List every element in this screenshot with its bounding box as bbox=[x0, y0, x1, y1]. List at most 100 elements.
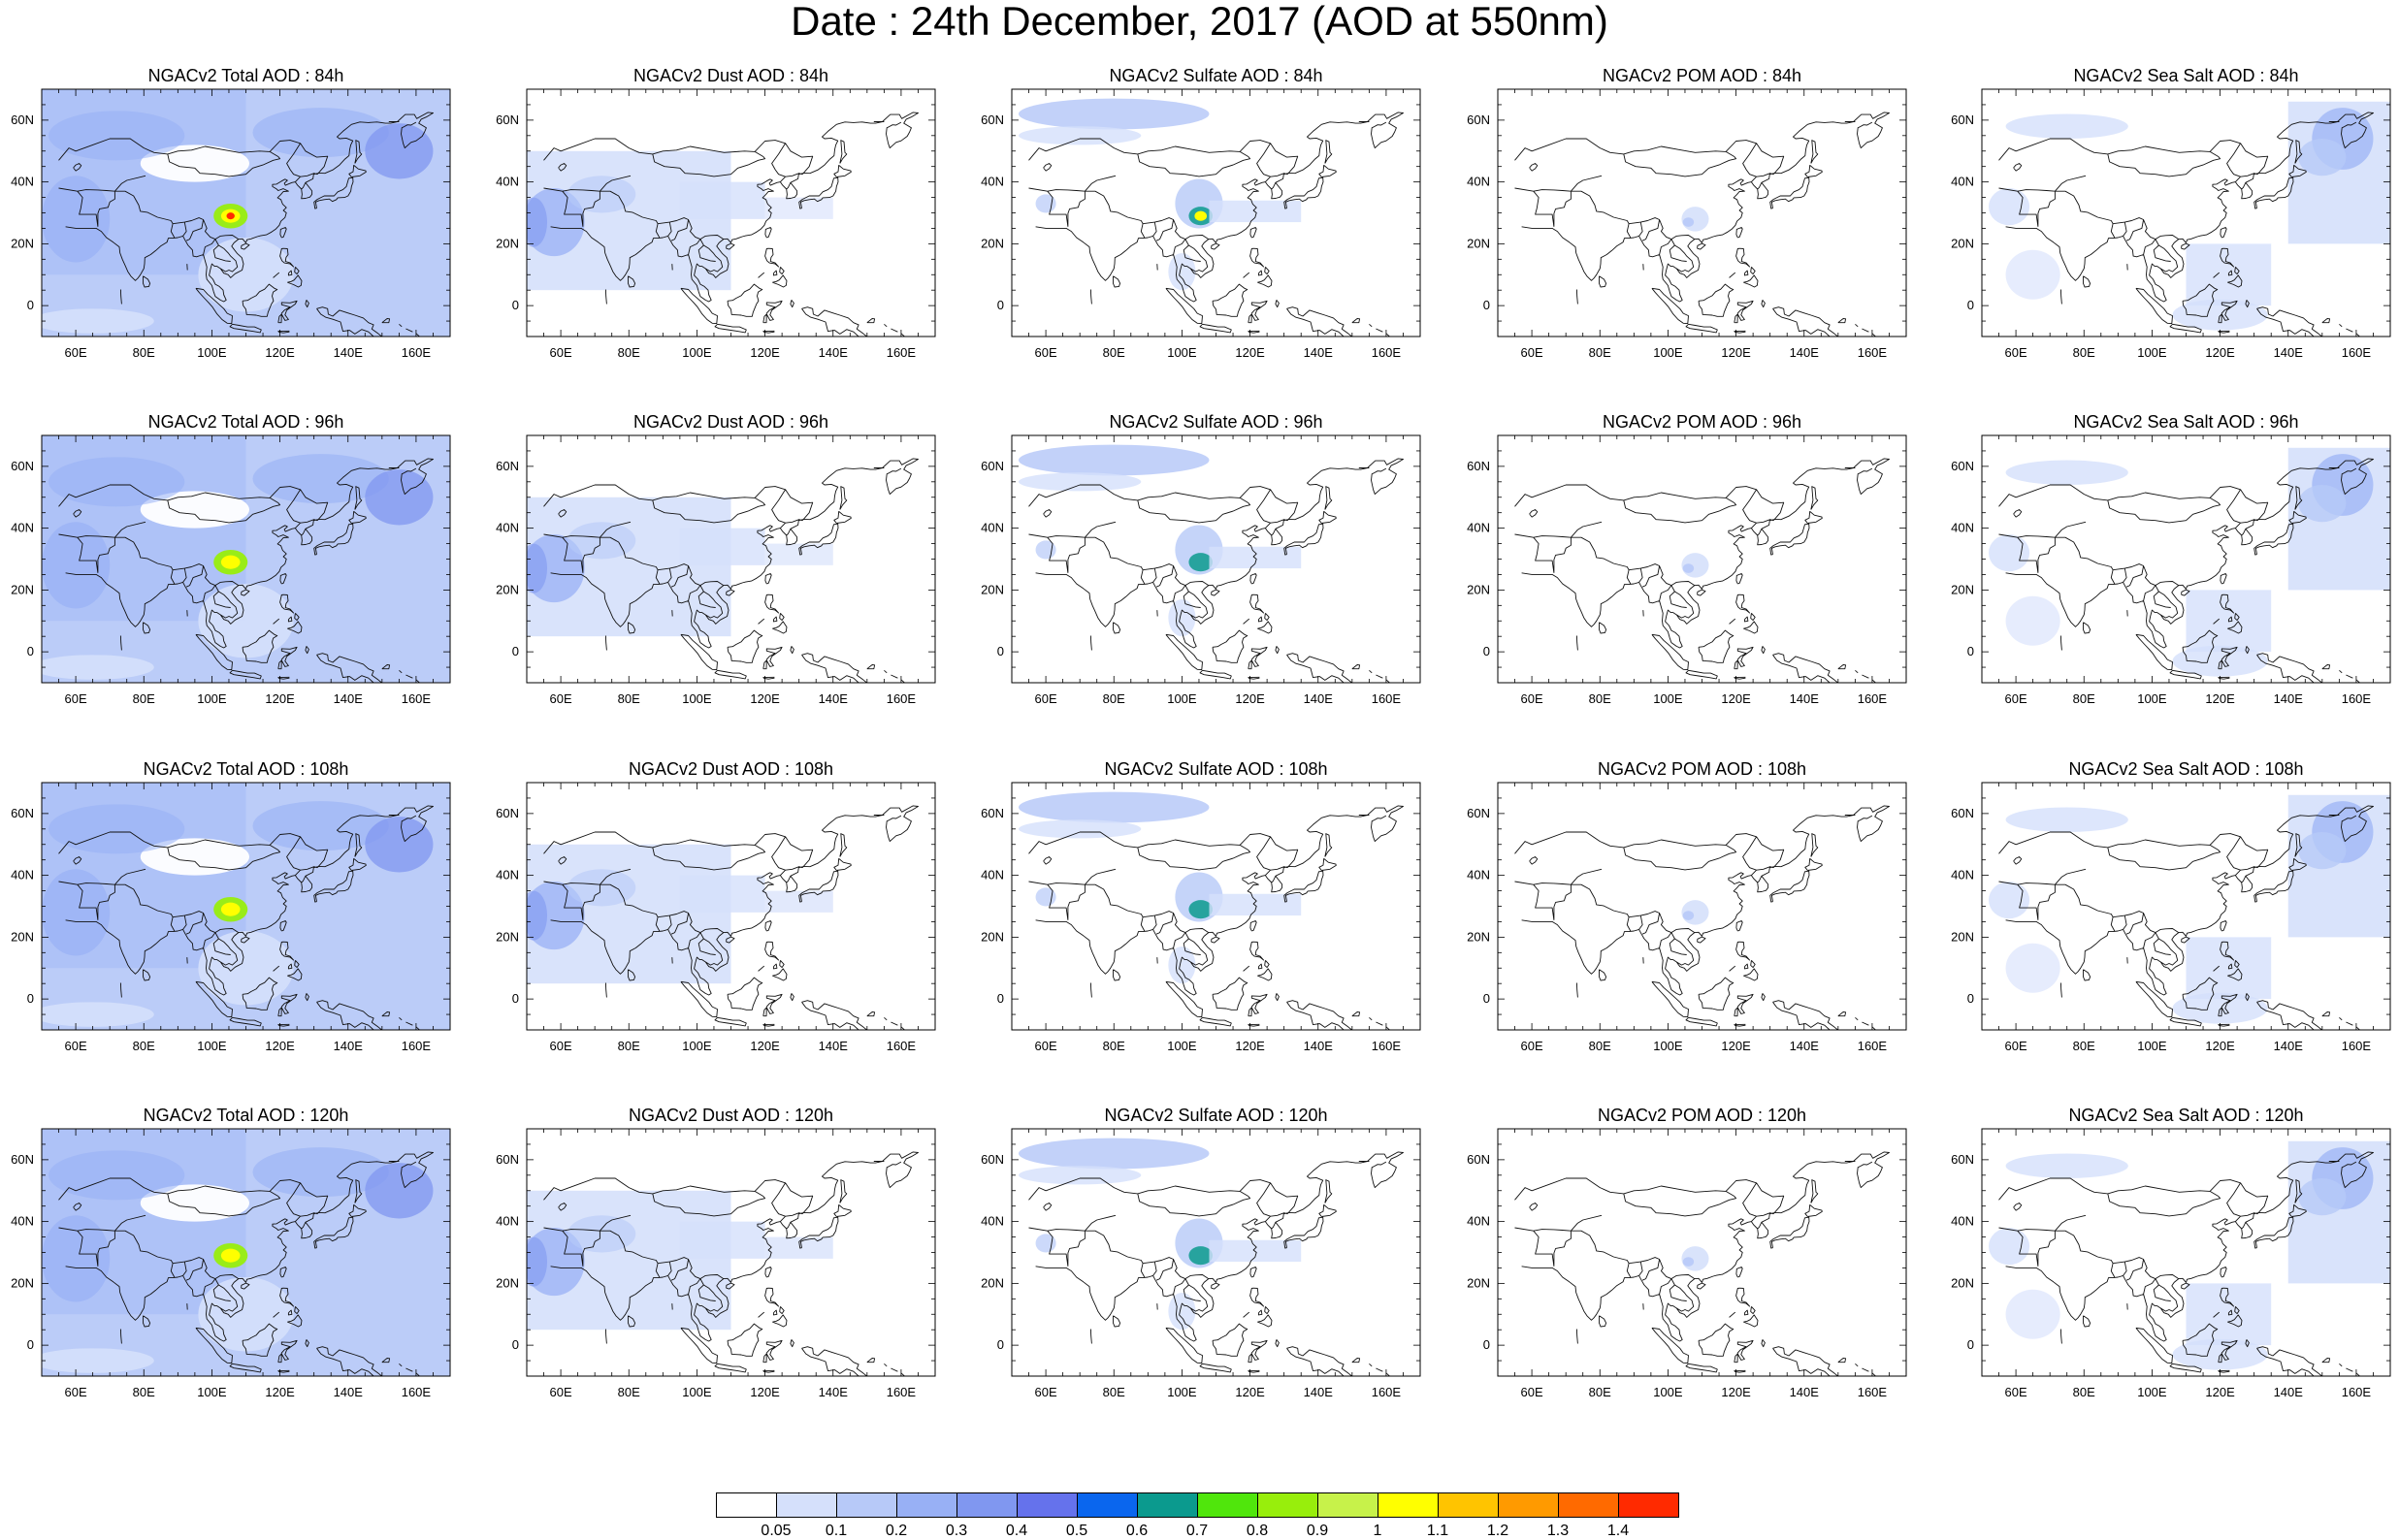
x-tick-label: 120E bbox=[750, 345, 780, 360]
x-tick-label: 80E bbox=[1589, 345, 1611, 360]
colorbar-label: 0.8 bbox=[1246, 1523, 1269, 1539]
aod-patch bbox=[567, 1215, 636, 1253]
colorbar-swatch bbox=[896, 1492, 957, 1518]
y-tick-label: 0 bbox=[1967, 298, 1974, 312]
x-tick-label: 60E bbox=[65, 1039, 87, 1053]
aod-patch bbox=[227, 559, 235, 565]
y-tick-label: 20N bbox=[1951, 929, 1974, 944]
panel-title: NGACv2 Sea Salt AOD : 120h bbox=[2068, 1106, 2304, 1125]
y-tick-label: 20N bbox=[496, 236, 519, 250]
aod-patch bbox=[1188, 900, 1213, 919]
x-tick-label: 120E bbox=[1721, 691, 1751, 706]
x-tick-label: 120E bbox=[1721, 1385, 1751, 1399]
colorbar-swatch bbox=[1077, 1492, 1138, 1518]
x-tick-label: 140E bbox=[819, 1385, 849, 1399]
colorbar-swatch bbox=[1558, 1492, 1619, 1518]
aod-patch bbox=[527, 197, 548, 247]
x-tick-label: 140E bbox=[334, 345, 364, 360]
aod-patch bbox=[2005, 249, 2060, 300]
x-tick-label: 80E bbox=[618, 691, 640, 706]
map-canvas: 60E 80E 100E 120E 140E 160E 60N 40N 20N 0 bbox=[496, 88, 936, 360]
map-canvas: 60E 80E 100E 120E 140E 160E 60N 40N 20N 0 bbox=[981, 88, 1421, 360]
map-canvas: 60E 80E 100E 120E 140E 160E 60N 40N 20N 0 bbox=[11, 434, 451, 706]
aod-patch bbox=[2005, 1289, 2060, 1339]
x-tick-label: 60E bbox=[1521, 345, 1543, 360]
y-tick-label: 40N bbox=[981, 1214, 1004, 1229]
aod-patch bbox=[42, 1215, 111, 1302]
y-tick-label: 40N bbox=[496, 175, 519, 189]
aod-patch bbox=[42, 308, 154, 334]
coastline-borders bbox=[1514, 112, 1890, 337]
aod-patch bbox=[527, 1236, 548, 1287]
y-tick-label: 0 bbox=[997, 991, 1004, 1006]
panel-title: NGACv2 Dust AOD : 96h bbox=[632, 412, 829, 432]
colorbar-label: 1 bbox=[1373, 1523, 1382, 1539]
map-canvas: 60E 80E 100E 120E 140E 160E 60N 40N 20N 0 bbox=[1951, 88, 2391, 360]
x-tick-label: 100E bbox=[1167, 345, 1197, 360]
y-tick-label: 20N bbox=[1467, 1275, 1490, 1290]
x-tick-label: 100E bbox=[1653, 691, 1683, 706]
y-tick-label: 20N bbox=[11, 236, 34, 250]
aod-patch bbox=[252, 1147, 389, 1198]
x-tick-label: 160E bbox=[1858, 691, 1888, 706]
panel-title: NGACv2 Dust AOD : 84h bbox=[632, 66, 829, 85]
aod-patch bbox=[1194, 558, 1207, 567]
aod-field bbox=[42, 783, 450, 1030]
coastline-borders bbox=[543, 112, 919, 337]
x-tick-label: 140E bbox=[819, 691, 849, 706]
aod-patch bbox=[1194, 210, 1208, 221]
aod-field bbox=[42, 89, 450, 337]
aod-field bbox=[1019, 791, 1302, 984]
y-tick-label: 40N bbox=[11, 868, 34, 882]
panel-title: NGACv2 Sea Salt AOD : 96h bbox=[2073, 412, 2299, 432]
x-tick-label: 120E bbox=[1721, 345, 1751, 360]
aod-patch bbox=[1019, 444, 1210, 476]
y-tick-label: 40N bbox=[1467, 175, 1490, 189]
x-tick-label: 60E bbox=[2005, 1039, 2027, 1053]
panel-title: NGACv2 POM AOD : 84h bbox=[1602, 66, 1802, 85]
y-tick-label: 0 bbox=[512, 644, 519, 658]
aod-field bbox=[42, 1129, 450, 1376]
aod-patch bbox=[1682, 563, 1695, 573]
aod-patch bbox=[2005, 807, 2128, 832]
aod-patch bbox=[764, 1236, 833, 1259]
x-tick-label: 80E bbox=[2073, 1039, 2095, 1053]
y-tick-label: 60N bbox=[981, 1152, 1004, 1167]
y-tick-label: 0 bbox=[27, 1337, 34, 1352]
x-tick-label: 120E bbox=[265, 691, 295, 706]
aod-patch bbox=[42, 655, 154, 680]
x-tick-label: 160E bbox=[402, 1385, 432, 1399]
aod-patch bbox=[42, 522, 111, 609]
x-tick-label: 160E bbox=[2342, 1039, 2372, 1053]
y-tick-label: 40N bbox=[1467, 521, 1490, 535]
aod-patch bbox=[1989, 534, 2030, 572]
x-tick-label: 80E bbox=[2073, 345, 2095, 360]
aod-patch bbox=[2172, 992, 2268, 1024]
panel-title: NGACv2 Sulfate AOD : 120h bbox=[1104, 1106, 1328, 1125]
aod-patch bbox=[2298, 1178, 2347, 1216]
y-tick-label: 0 bbox=[997, 298, 1004, 312]
panel-title: NGACv2 Sulfate AOD : 96h bbox=[1109, 412, 1323, 432]
aod-field bbox=[1019, 444, 1302, 637]
y-tick-label: 0 bbox=[1967, 644, 1974, 658]
aod-field bbox=[1681, 900, 1709, 925]
colorbar-label: 0.05 bbox=[761, 1523, 792, 1539]
aod-patch bbox=[220, 555, 241, 569]
x-tick-label: 80E bbox=[133, 1385, 155, 1399]
x-tick-label: 120E bbox=[1235, 345, 1265, 360]
y-tick-label: 0 bbox=[1967, 991, 1974, 1006]
map-canvas: 60E 80E 100E 120E 140E 160E 60N 40N 20N 0 bbox=[981, 434, 1421, 706]
aod-patch bbox=[1168, 1292, 1196, 1331]
y-tick-label: 60N bbox=[1467, 1152, 1490, 1167]
y-tick-label: 40N bbox=[981, 868, 1004, 882]
map-canvas: 60E 80E 100E 120E 140E 160E 60N 40N 20N 0 bbox=[11, 782, 451, 1053]
panel-title: NGACv2 Total AOD : 120h bbox=[143, 1106, 349, 1125]
x-tick-label: 60E bbox=[550, 1385, 572, 1399]
aod-patch bbox=[567, 522, 636, 560]
aod-patch bbox=[227, 906, 235, 913]
aod-patch bbox=[49, 804, 185, 854]
x-tick-label: 140E bbox=[2274, 345, 2304, 360]
y-tick-label: 0 bbox=[997, 644, 1004, 658]
coastline-borders bbox=[1028, 112, 1404, 337]
colorbar-swatch bbox=[716, 1492, 777, 1518]
